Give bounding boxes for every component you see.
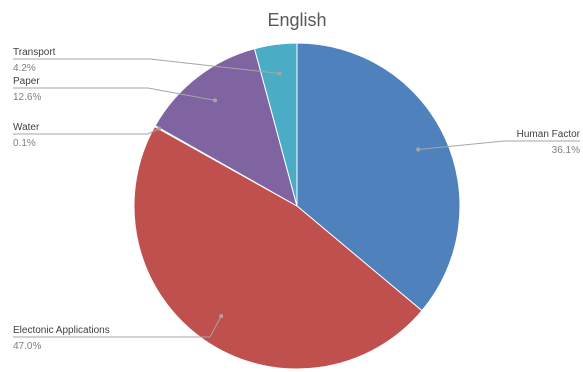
- leader-line-transport: [13, 58, 280, 74]
- leader-dot-human-factor: [416, 147, 421, 152]
- leader-lines-layer: [13, 58, 580, 338]
- data-label-name-water: Water: [13, 122, 40, 133]
- chart-title: English: [267, 10, 326, 30]
- leader-line-water: [13, 128, 160, 135]
- data-label-name-human-factor: Human Factor: [517, 129, 581, 140]
- leader-dot-electonic-applications: [219, 314, 224, 319]
- data-label-value-water: 0.1%: [13, 138, 36, 149]
- pie-slice-paper: [154, 48, 298, 208]
- data-label-value-human-factor: 36.1%: [552, 145, 580, 156]
- leader-dot-water: [157, 126, 162, 131]
- data-label-name-electonic-applications: Electonic Applications: [13, 325, 110, 336]
- data-label-value-transport: 4.2%: [13, 63, 36, 74]
- data-label-value-paper: 12.6%: [13, 92, 41, 103]
- data-labels-layer: Human Factor 36.1% Electonic Applications 4…: [13, 47, 581, 352]
- leader-dot-transport: [277, 71, 282, 76]
- data-label-name-paper: Paper: [13, 76, 40, 87]
- pie-slice-transport: [253, 42, 298, 207]
- slices-layer: [133, 42, 461, 370]
- pie-slice-human-factor: [296, 42, 461, 312]
- data-label-value-electonic-applications: 47.0%: [13, 341, 41, 352]
- leader-dot-paper: [213, 98, 218, 103]
- leader-line-human-factor: [418, 140, 580, 150]
- pie-slice-electonic-applications: [133, 125, 423, 370]
- leader-line-paper: [13, 87, 216, 101]
- leader-line-electonic-applications: [13, 315, 222, 338]
- data-label-name-transport: Transport: [13, 47, 56, 58]
